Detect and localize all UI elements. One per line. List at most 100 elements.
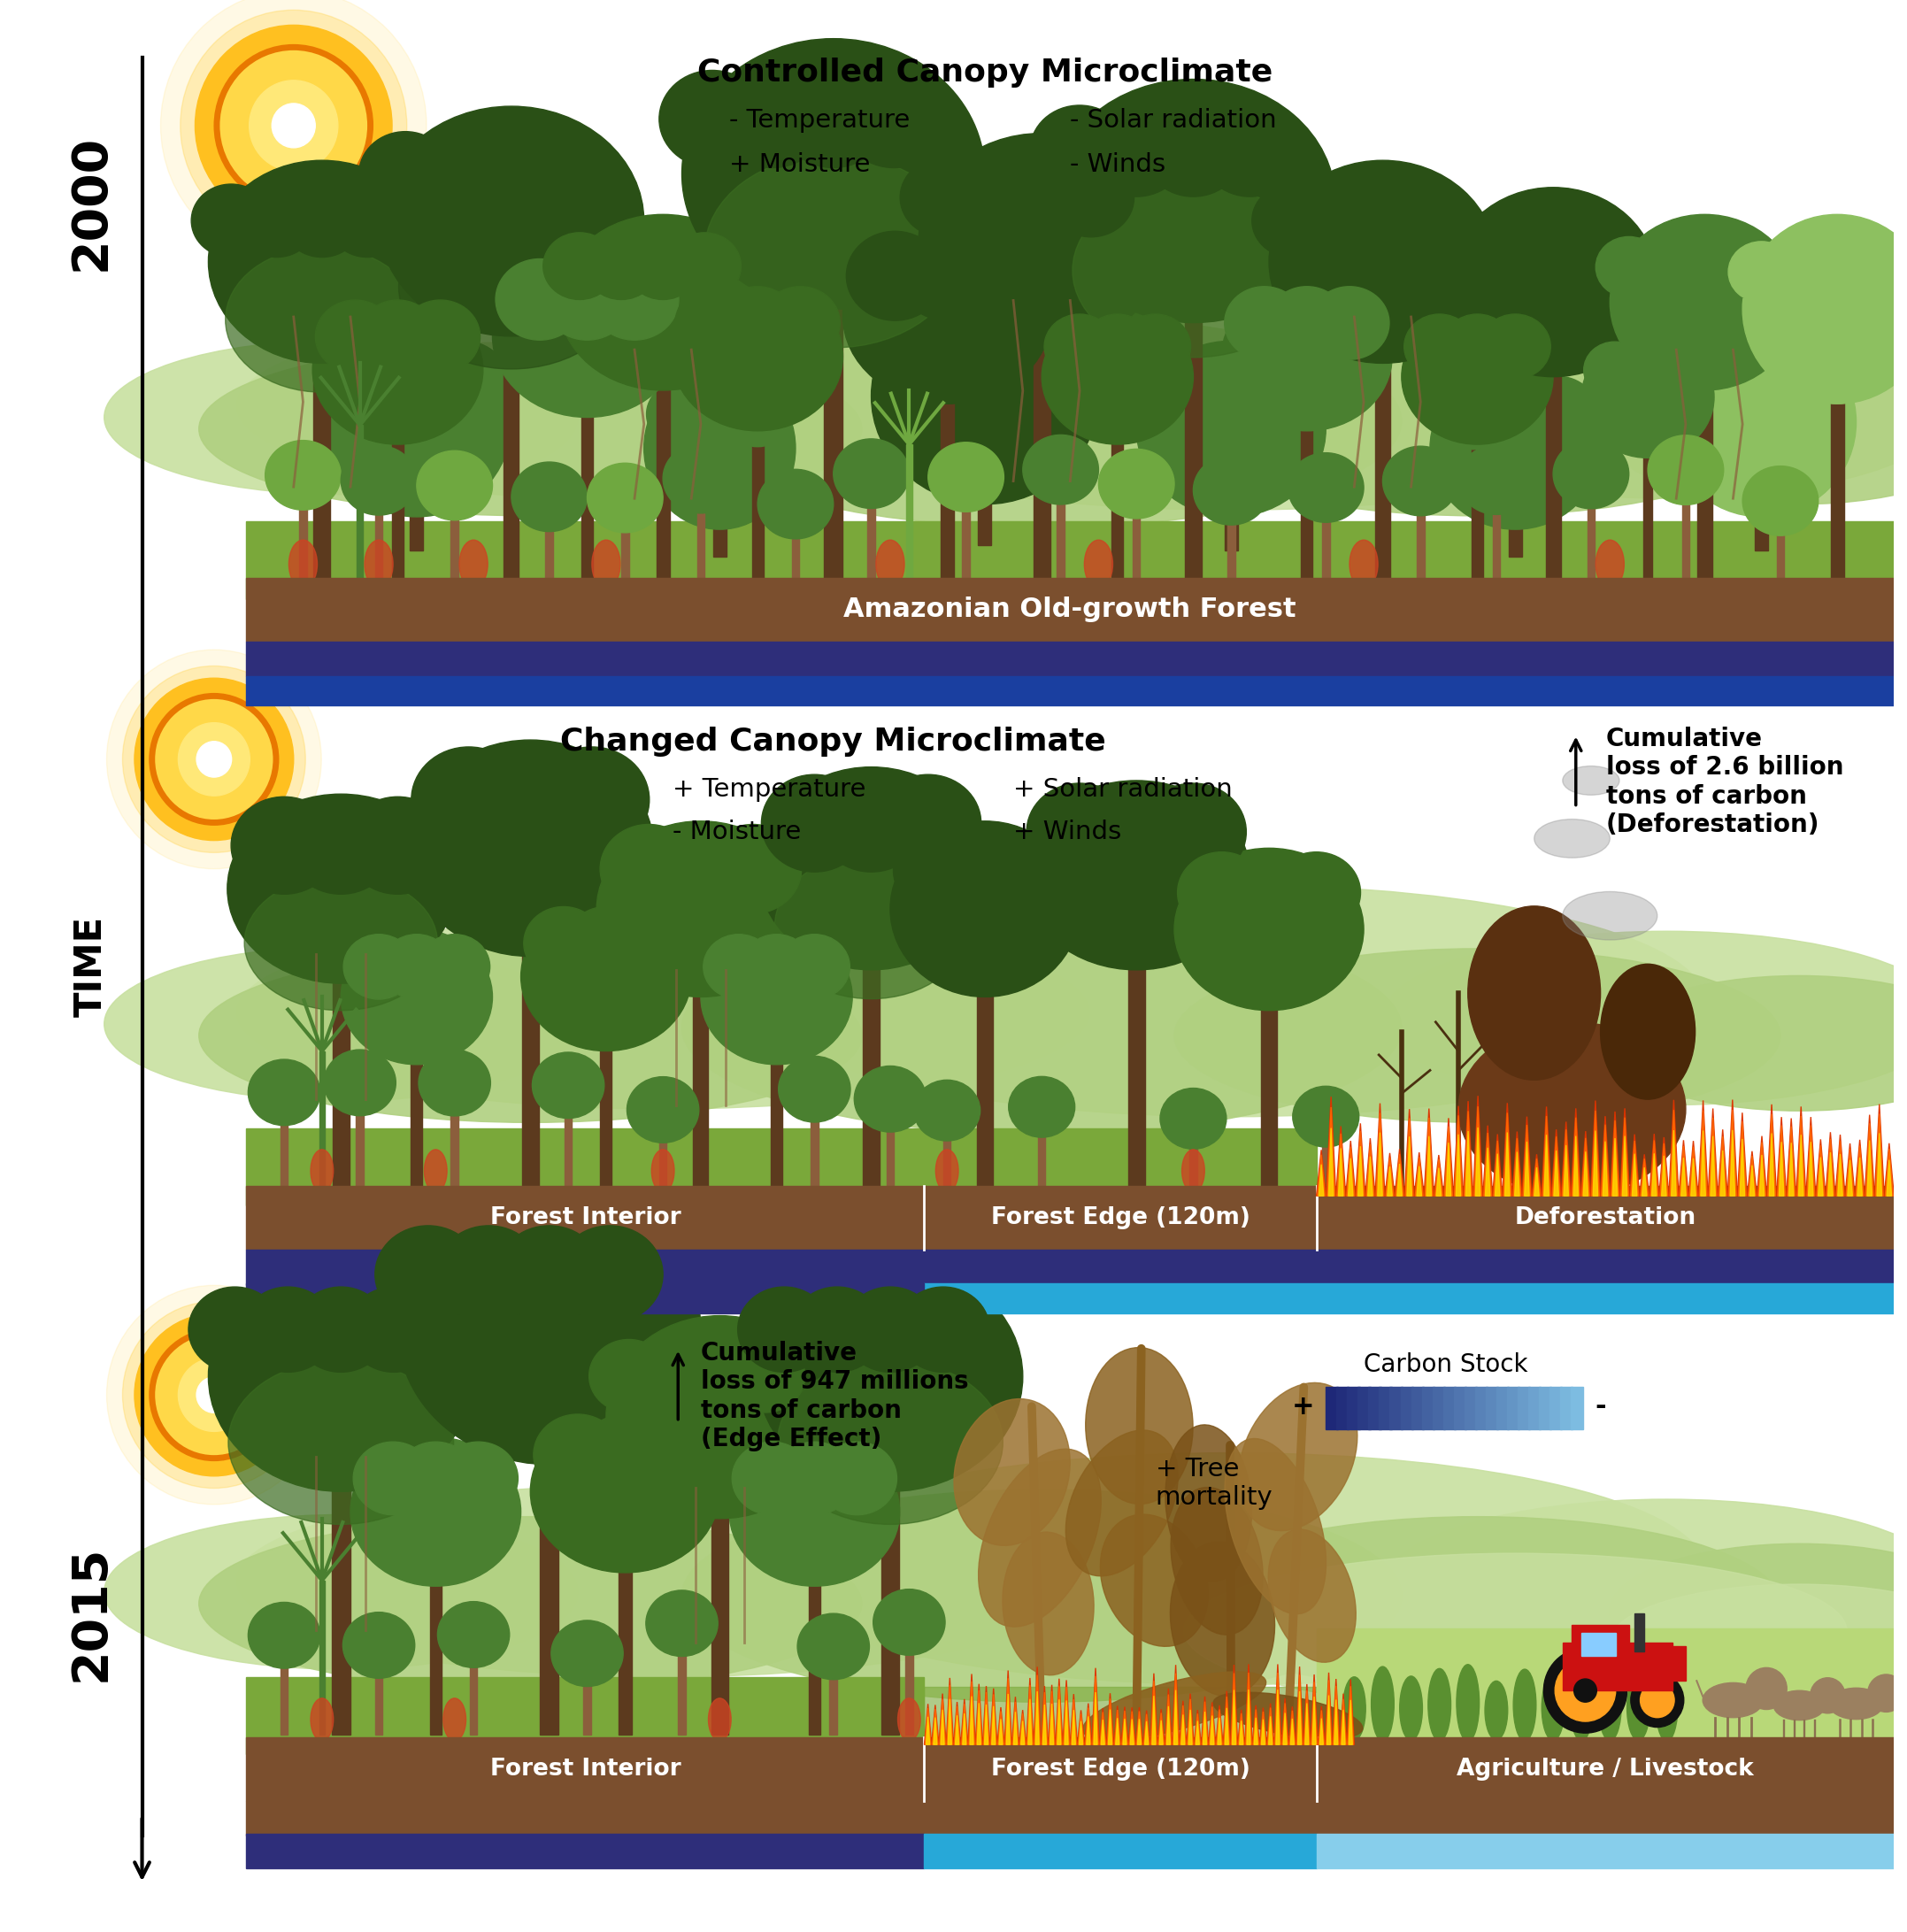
Ellipse shape	[1175, 1517, 1781, 1690]
Polygon shape	[1346, 1679, 1354, 1745]
Ellipse shape	[778, 1360, 1003, 1524]
Bar	[318, 1051, 324, 1186]
Ellipse shape	[954, 1399, 1070, 1546]
Ellipse shape	[1610, 1544, 1907, 1679]
Circle shape	[219, 50, 368, 201]
Polygon shape	[1049, 1685, 1055, 1745]
Text: - Temperature: - Temperature	[728, 108, 910, 133]
Polygon shape	[1261, 1719, 1264, 1745]
Ellipse shape	[376, 1225, 481, 1323]
Polygon shape	[1211, 1716, 1215, 1745]
Polygon shape	[1159, 1719, 1163, 1745]
Polygon shape	[1137, 1712, 1142, 1745]
Bar	[313, 270, 330, 580]
Ellipse shape	[1182, 1150, 1205, 1192]
Ellipse shape	[929, 442, 1003, 512]
Bar	[660, 1128, 667, 1186]
Ellipse shape	[1541, 1675, 1564, 1741]
Ellipse shape	[1596, 541, 1625, 587]
Polygon shape	[1779, 1142, 1783, 1196]
Polygon shape	[1396, 1153, 1404, 1196]
Ellipse shape	[191, 184, 271, 257]
Ellipse shape	[408, 740, 654, 956]
Polygon shape	[974, 1685, 982, 1745]
Polygon shape	[925, 1704, 933, 1745]
Ellipse shape	[891, 821, 1079, 997]
Polygon shape	[1610, 1111, 1619, 1196]
Polygon shape	[1688, 1142, 1699, 1196]
Polygon shape	[940, 1698, 946, 1745]
Circle shape	[1640, 1683, 1674, 1718]
Bar	[1497, 1387, 1508, 1430]
Polygon shape	[1384, 1153, 1394, 1196]
Bar	[429, 1522, 441, 1735]
Ellipse shape	[1610, 1584, 1907, 1700]
Polygon shape	[1749, 1155, 1756, 1196]
Bar	[246, 676, 1894, 705]
Ellipse shape	[225, 247, 418, 392]
Polygon shape	[933, 1710, 938, 1745]
Bar	[410, 502, 423, 551]
Bar	[246, 1677, 925, 1754]
Ellipse shape	[854, 1066, 927, 1132]
Polygon shape	[1590, 1101, 1600, 1196]
Polygon shape	[1129, 1712, 1135, 1745]
Polygon shape	[933, 1704, 938, 1745]
Polygon shape	[984, 1692, 990, 1745]
Ellipse shape	[1804, 242, 1871, 303]
Polygon shape	[1573, 1136, 1579, 1196]
Polygon shape	[1304, 1690, 1310, 1745]
Ellipse shape	[757, 767, 984, 970]
Ellipse shape	[841, 70, 948, 168]
Ellipse shape	[420, 935, 490, 999]
Ellipse shape	[732, 1441, 812, 1515]
Polygon shape	[1297, 1675, 1302, 1745]
Ellipse shape	[757, 469, 833, 539]
Circle shape	[154, 699, 275, 821]
Bar	[791, 522, 799, 580]
Text: Agriculture / Livestock: Agriculture / Livestock	[1457, 1758, 1754, 1779]
Polygon shape	[1680, 1146, 1688, 1196]
Ellipse shape	[1583, 342, 1646, 398]
Circle shape	[160, 0, 427, 261]
Ellipse shape	[242, 1287, 334, 1372]
Ellipse shape	[707, 1698, 730, 1741]
Polygon shape	[1337, 1126, 1346, 1196]
Polygon shape	[1179, 1700, 1186, 1745]
Polygon shape	[1709, 1109, 1718, 1196]
Text: Cumulative
loss of 947 millions
tons of carbon
(Edge Effect): Cumulative loss of 947 millions tons of …	[700, 1341, 969, 1451]
Ellipse shape	[1175, 949, 1781, 1122]
Ellipse shape	[1266, 286, 1346, 359]
Polygon shape	[1129, 1708, 1137, 1745]
Polygon shape	[1766, 1105, 1777, 1196]
Ellipse shape	[591, 541, 620, 587]
Bar	[963, 500, 971, 580]
Polygon shape	[1592, 1130, 1598, 1196]
Ellipse shape	[704, 825, 801, 914]
Polygon shape	[1465, 1111, 1472, 1196]
Polygon shape	[1857, 1157, 1863, 1196]
Bar	[523, 858, 540, 1186]
Polygon shape	[1247, 1690, 1251, 1745]
Ellipse shape	[933, 299, 1037, 398]
Polygon shape	[1405, 1119, 1413, 1196]
Polygon shape	[1268, 1708, 1274, 1745]
Bar	[1316, 1833, 1894, 1868]
Ellipse shape	[1432, 377, 1512, 450]
Polygon shape	[1472, 1095, 1484, 1196]
Ellipse shape	[1562, 893, 1657, 939]
Polygon shape	[1304, 1704, 1308, 1745]
Polygon shape	[1690, 1148, 1697, 1196]
Ellipse shape	[543, 259, 631, 340]
Polygon shape	[1318, 1710, 1323, 1745]
Polygon shape	[1720, 1150, 1726, 1196]
Bar	[618, 1503, 631, 1735]
Polygon shape	[1165, 1689, 1173, 1745]
Polygon shape	[1222, 1690, 1230, 1745]
Polygon shape	[1121, 1710, 1127, 1745]
Ellipse shape	[1718, 340, 1806, 423]
Polygon shape	[1503, 1113, 1510, 1196]
Ellipse shape	[900, 158, 986, 238]
Text: TIME: TIME	[72, 916, 109, 1016]
Bar	[540, 1349, 559, 1735]
